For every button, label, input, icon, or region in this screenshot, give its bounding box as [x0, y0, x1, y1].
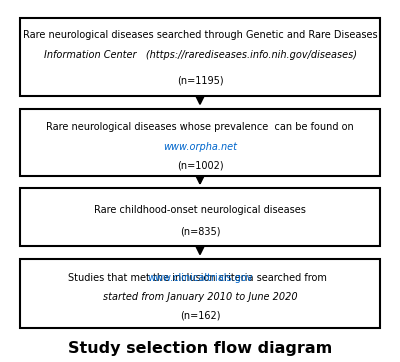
Text: www.orpha.net: www.orpha.net	[163, 142, 237, 152]
Text: (n=162): (n=162)	[180, 310, 220, 320]
Text: Study selection flow diagram: Study selection flow diagram	[68, 341, 332, 356]
Text: started from January 2010 to June 2020: started from January 2010 to June 2020	[103, 292, 297, 302]
Text: (n=835): (n=835)	[180, 227, 220, 237]
Text: Rare childhood-onset neurological diseases: Rare childhood-onset neurological diseas…	[94, 205, 306, 215]
Text: (n=1002): (n=1002)	[177, 160, 223, 171]
Text: Rare neurological diseases searched through Genetic and Rare Diseases: Rare neurological diseases searched thro…	[23, 30, 377, 40]
Text: www.clinicaltrials.gov: www.clinicaltrials.gov	[148, 273, 253, 283]
Text: Rare neurological diseases whose prevalence  can be found on: Rare neurological diseases whose prevale…	[46, 122, 354, 132]
Bar	[20, 109, 380, 176]
Text: Studies that met the inclusion criteria searched from: Studies that met the inclusion criteria …	[68, 273, 330, 283]
Text: (n=1195): (n=1195)	[177, 75, 223, 85]
Text: Information Center   (https://rarediseases.info.nih.gov/diseases): Information Center (https://rarediseases…	[44, 50, 356, 60]
Bar	[20, 18, 380, 96]
Bar	[20, 188, 380, 246]
Bar	[20, 259, 380, 328]
